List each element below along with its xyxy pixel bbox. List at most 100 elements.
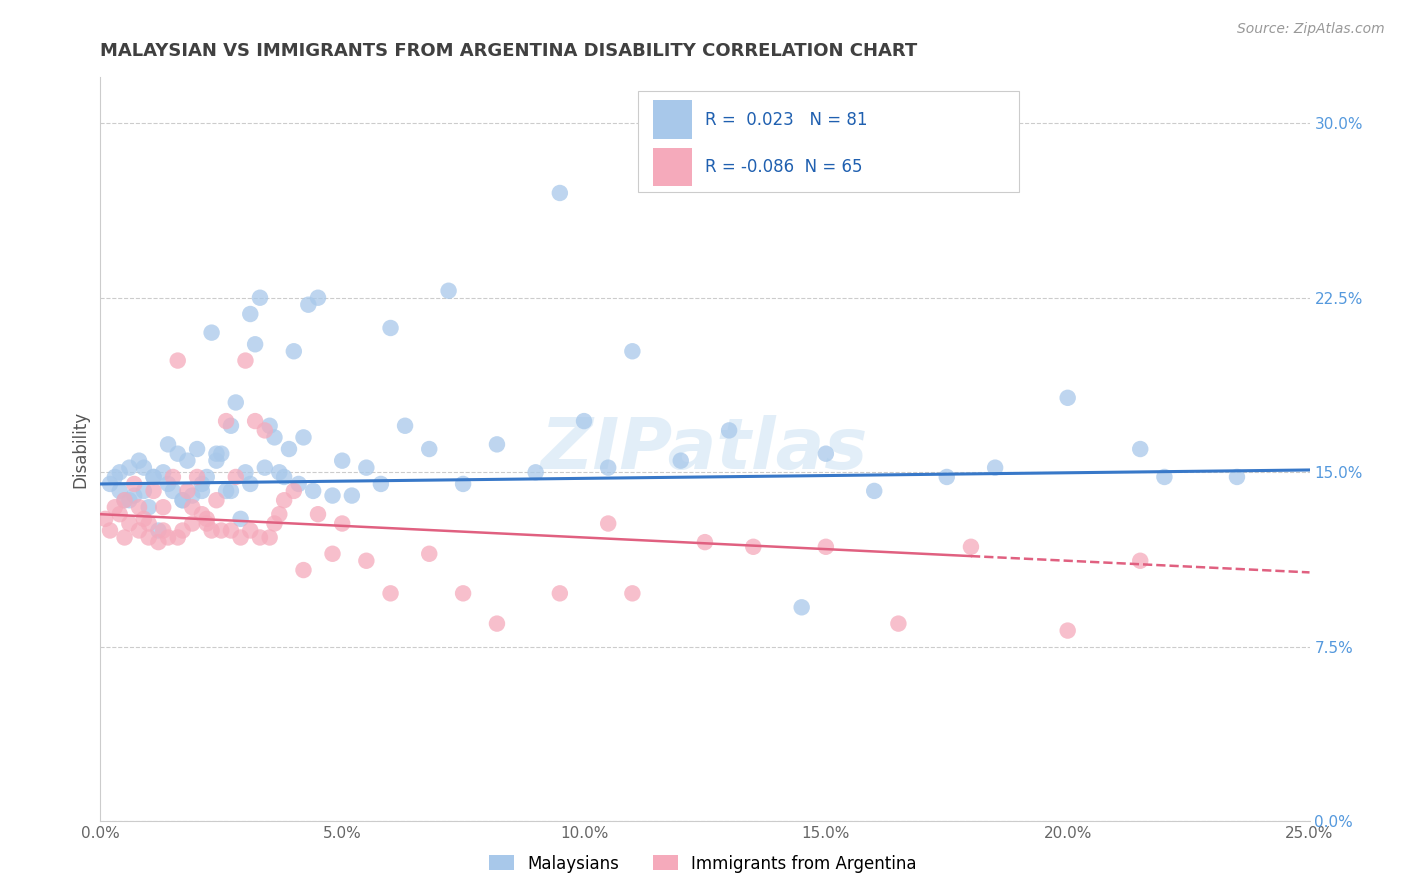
Point: [205, 493, 228, 508]
Point: [219, 483, 242, 498]
FancyBboxPatch shape: [652, 147, 692, 186]
Point: [307, 507, 329, 521]
FancyBboxPatch shape: [638, 92, 1019, 192]
Point: [269, 507, 291, 521]
Point: [669, 453, 692, 467]
Text: Source: ZipAtlas.com: Source: ZipAtlas.com: [1237, 22, 1385, 37]
Point: [142, 470, 165, 484]
Point: [162, 470, 184, 484]
Point: [172, 493, 194, 508]
Point: [485, 437, 508, 451]
Point: [418, 442, 440, 456]
Point: [195, 512, 218, 526]
Point: [1129, 442, 1152, 456]
Point: [287, 477, 309, 491]
Point: [114, 493, 136, 508]
Point: [1153, 470, 1175, 484]
Point: [166, 531, 188, 545]
Point: [283, 483, 305, 498]
Point: [598, 516, 620, 531]
Point: [157, 437, 180, 451]
Point: [225, 470, 247, 484]
Point: [1056, 391, 1078, 405]
Point: [321, 547, 343, 561]
Point: [263, 430, 285, 444]
Point: [598, 460, 620, 475]
Point: [142, 470, 165, 484]
Point: [152, 524, 174, 538]
Point: [138, 516, 160, 531]
Point: [138, 500, 160, 515]
Point: [249, 291, 271, 305]
Point: [621, 586, 644, 600]
Point: [176, 453, 198, 467]
Point: [253, 460, 276, 475]
Text: ZIPatlas: ZIPatlas: [541, 415, 869, 483]
Point: [191, 483, 214, 498]
Point: [152, 465, 174, 479]
Point: [104, 500, 127, 515]
Point: [340, 489, 363, 503]
Point: [1129, 554, 1152, 568]
Point: [935, 470, 957, 484]
Legend: Malaysians, Immigrants from Argentina: Malaysians, Immigrants from Argentina: [482, 848, 924, 880]
Point: [191, 507, 214, 521]
Point: [108, 507, 131, 521]
Point: [984, 460, 1007, 475]
Point: [108, 483, 131, 498]
Point: [548, 186, 571, 200]
Point: [200, 326, 222, 340]
Point: [114, 531, 136, 545]
Point: [132, 483, 155, 498]
Point: [693, 535, 716, 549]
Point: [235, 465, 257, 479]
Point: [186, 442, 208, 456]
Point: [243, 337, 266, 351]
Point: [621, 344, 644, 359]
Point: [209, 447, 232, 461]
Point: [132, 512, 155, 526]
Point: [253, 424, 276, 438]
Point: [142, 483, 165, 498]
Point: [114, 493, 136, 508]
Point: [863, 483, 886, 498]
Point: [157, 477, 180, 491]
Point: [887, 616, 910, 631]
Point: [814, 540, 837, 554]
Point: [269, 465, 291, 479]
Point: [195, 516, 218, 531]
FancyBboxPatch shape: [652, 100, 692, 139]
Point: [292, 563, 315, 577]
Point: [195, 470, 218, 484]
Point: [132, 460, 155, 475]
Point: [122, 477, 145, 491]
Point: [330, 516, 353, 531]
Point: [104, 470, 127, 484]
Point: [205, 447, 228, 461]
Point: [380, 586, 402, 600]
Point: [380, 321, 402, 335]
Point: [572, 414, 595, 428]
Point: [292, 430, 315, 444]
Point: [118, 516, 141, 531]
Point: [548, 586, 571, 600]
Text: R = -0.086  N = 65: R = -0.086 N = 65: [704, 158, 862, 176]
Point: [485, 616, 508, 631]
Point: [229, 531, 252, 545]
Point: [128, 524, 150, 538]
Point: [148, 524, 170, 538]
Point: [191, 477, 214, 491]
Point: [356, 554, 378, 568]
Point: [273, 493, 295, 508]
Point: [128, 453, 150, 467]
Point: [394, 418, 416, 433]
Point: [321, 489, 343, 503]
Point: [1056, 624, 1078, 638]
Point: [742, 540, 765, 554]
Point: [186, 470, 208, 484]
Point: [790, 600, 813, 615]
Text: MALAYSIAN VS IMMIGRANTS FROM ARGENTINA DISABILITY CORRELATION CHART: MALAYSIAN VS IMMIGRANTS FROM ARGENTINA D…: [100, 42, 918, 60]
Point: [330, 453, 353, 467]
Point: [219, 418, 242, 433]
Point: [524, 465, 547, 479]
